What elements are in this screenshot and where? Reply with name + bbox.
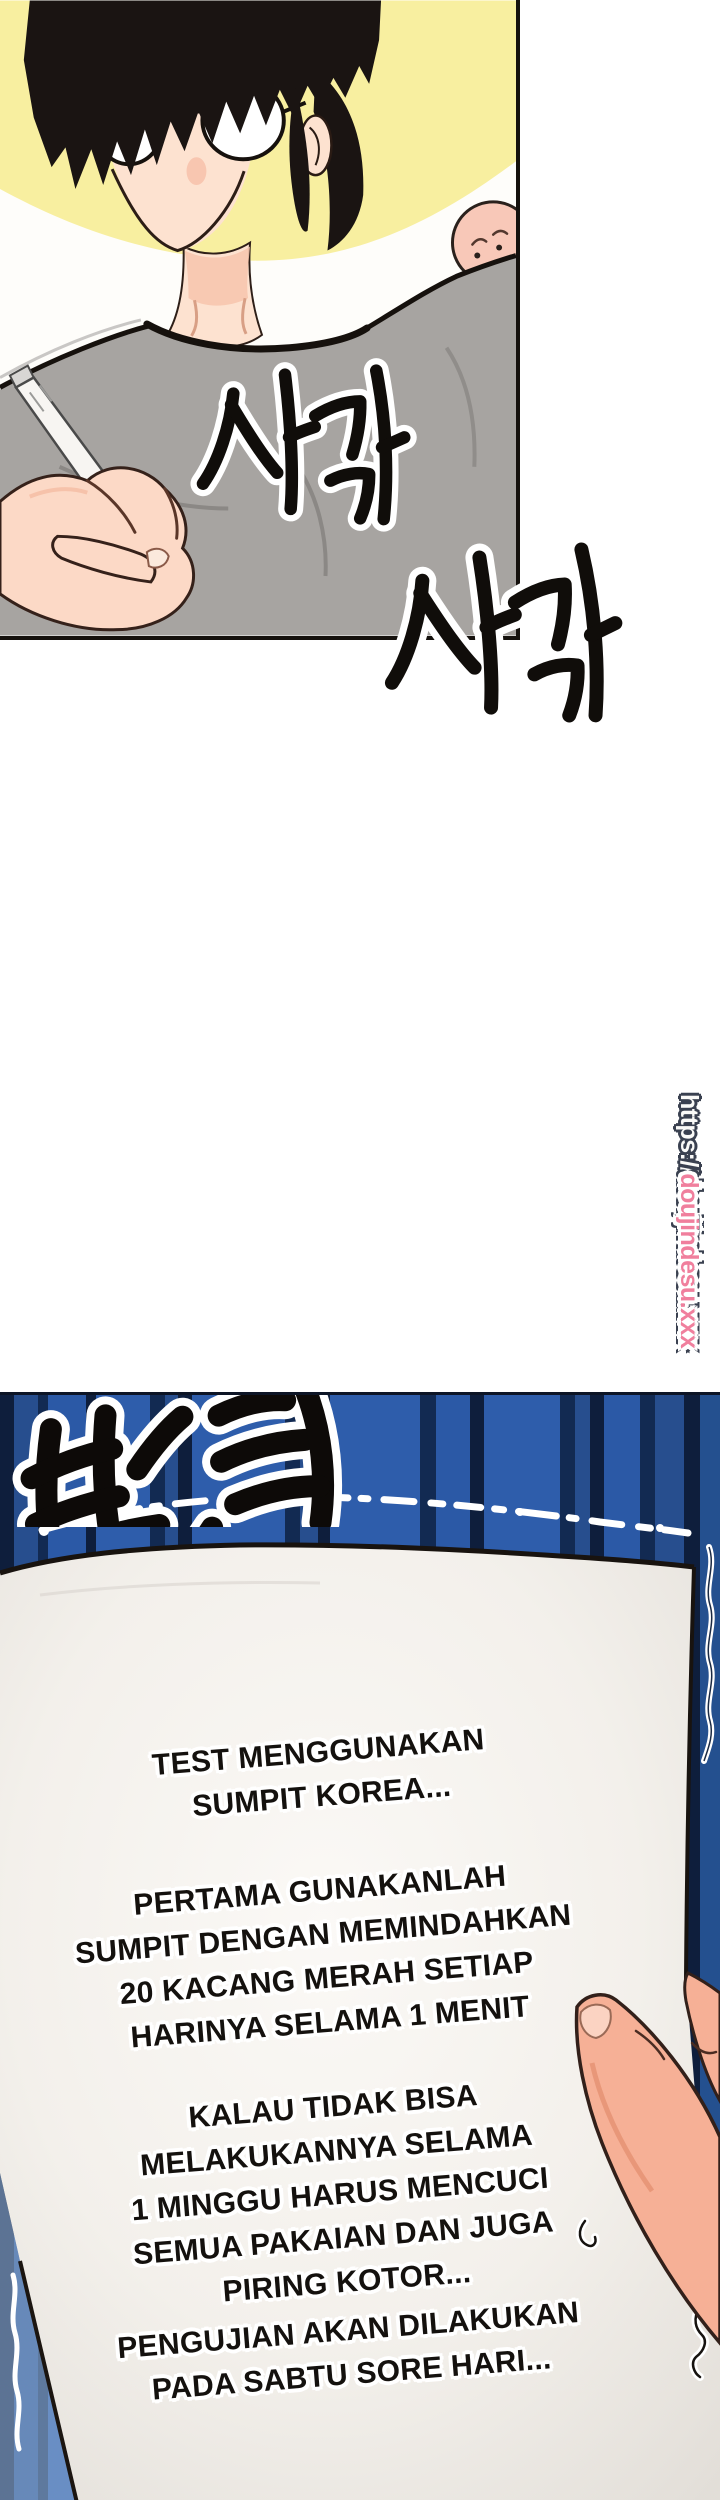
hair-sideburn bbox=[289, 87, 310, 232]
sfx-budeul bbox=[0, 1395, 360, 1527]
paper-top-edge bbox=[0, 1542, 695, 1576]
hair-back bbox=[313, 69, 364, 251]
panel-top-artwork bbox=[0, 0, 516, 636]
paper-left-edge bbox=[18, 2260, 79, 2500]
nose-blush bbox=[186, 157, 207, 186]
writing-hand bbox=[0, 466, 195, 632]
hair bbox=[23, 0, 382, 190]
site-watermark: https://doujindesu.xxx bbox=[660, 1094, 718, 1424]
panel-bottom-artwork bbox=[0, 1395, 720, 2500]
watermark-protocol: https:// bbox=[675, 1094, 703, 1174]
jaw-line bbox=[110, 168, 246, 253]
panel-top bbox=[0, 0, 520, 640]
thumb bbox=[574, 1993, 720, 2346]
paper-text-block-3: KALAU TIDAK BISA MELAKUKANNYA SELAMA 1 M… bbox=[52, 2063, 628, 2326]
holding-hand bbox=[574, 1971, 720, 2346]
thumb-nail bbox=[579, 2003, 612, 2040]
sfx-sagak-right bbox=[366, 540, 626, 745]
edge-squiggles bbox=[10, 1544, 715, 2452]
tremble-marks bbox=[576, 2217, 709, 2381]
watermark-site: doujindesu.xxx bbox=[675, 1173, 703, 1349]
paper bbox=[0, 1542, 720, 2500]
panel-bottom: TEST MENGGUNAKAN SUMPIT KOREA... PERTAMA… bbox=[0, 1392, 720, 2500]
